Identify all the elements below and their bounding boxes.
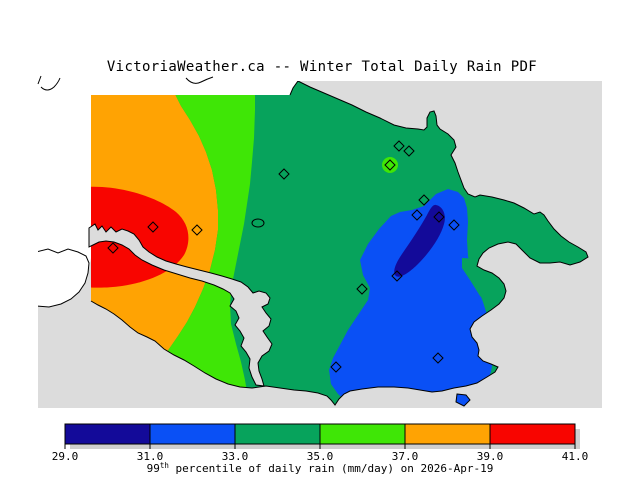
colorbar-tick-3: 35.0 (307, 450, 334, 463)
contour-band-31-33 (329, 189, 494, 404)
station-marker (330, 361, 342, 373)
colorbar: 29.0 31.0 33.0 35.0 37.0 39.0 41.0 99th … (52, 423, 589, 475)
station-marker (433, 211, 445, 223)
station-marker (448, 219, 460, 231)
colorbar-seg-37-39 (405, 424, 490, 444)
outside-domain-land (38, 248, 90, 308)
station-marker (107, 242, 119, 254)
caption-base: 99 (147, 462, 160, 475)
colorbar-tick-1: 31.0 (137, 450, 164, 463)
colorbar-tick-6: 41.0 (562, 450, 589, 463)
station-marker (391, 270, 403, 282)
station-marker (356, 283, 368, 295)
station-marker (418, 194, 430, 206)
contour-closed-35-37-cell (382, 157, 398, 173)
colorbar-seg-31-33 (150, 424, 235, 444)
caption-rest: percentile of daily rain (mm/day) on 202… (169, 462, 494, 475)
colorbar-tick-2: 33.0 (222, 450, 249, 463)
colorbar-tick-0: 29.0 (52, 450, 79, 463)
colorbar-caption: 99th percentile of daily rain (mm/day) o… (147, 461, 494, 475)
coastline (90, 81, 589, 406)
figure-title: VictoriaWeather.ca -- Winter Total Daily… (107, 59, 537, 75)
islet (455, 393, 471, 407)
colorbar-border-and-ticks (64, 423, 576, 449)
lake-outline (251, 218, 265, 228)
station-marker (432, 352, 444, 364)
station-marker (191, 224, 203, 236)
station-marker (393, 140, 405, 152)
station-marker (384, 159, 396, 171)
colorbar-seg-39-41 (490, 424, 575, 444)
contour-band-35-37 (150, 90, 255, 398)
coast-fragment-topleft (37, 75, 61, 91)
station-marker (278, 168, 290, 180)
colorbar-seg-35-37 (320, 424, 405, 444)
station-marker (403, 145, 415, 157)
station-marker (147, 221, 159, 233)
caption-superscript: th (160, 461, 169, 470)
colorbar-tick-5: 39.0 (477, 450, 504, 463)
coast-fragment-midtop (185, 76, 214, 84)
colorbar-seg-29-31 (65, 424, 150, 444)
contour-band-29-31 (394, 204, 445, 277)
harbour-inlet (88, 223, 273, 387)
colorbar-tick-4: 37.0 (392, 450, 419, 463)
colorbar-seg-33-35 (235, 424, 320, 444)
station-markers (107, 140, 460, 373)
map-area (38, 81, 602, 408)
station-marker (411, 209, 423, 221)
